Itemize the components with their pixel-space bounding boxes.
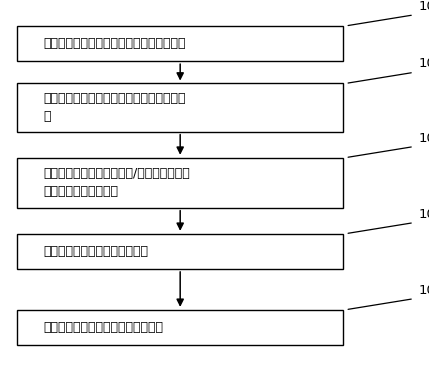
- Text: 101: 101: [418, 0, 429, 13]
- Text: 烃源岩层位的分类标定及生物标志特征分析: 烃源岩层位的分类标定及生物标志特征分析: [43, 37, 185, 50]
- Bar: [17, 234, 343, 269]
- Text: 102: 102: [418, 58, 429, 70]
- Text: 油藏样品分析及油源对比，按油源将油藏分
类: 油藏样品分析及油源对比，按油源将油藏分 类: [43, 92, 185, 123]
- Text: 同源油藏，筛选异构化与轻/重比指标，建立
其随深度的变化趋势线: 同源油藏，筛选异构化与轻/重比指标，建立 其随深度的变化趋势线: [43, 167, 190, 198]
- Text: 103: 103: [418, 132, 429, 145]
- Text: 分析趋势线走向变化的影响因素: 分析趋势线走向变化的影响因素: [43, 245, 148, 258]
- Bar: [17, 158, 343, 208]
- Bar: [17, 26, 343, 61]
- Bar: [17, 310, 343, 345]
- Text: 105: 105: [418, 284, 429, 297]
- Text: 动力条件分析及判识，划分动力系统: 动力条件分析及判识，划分动力系统: [43, 321, 163, 334]
- Bar: [17, 83, 343, 132]
- Text: 104: 104: [418, 208, 429, 221]
